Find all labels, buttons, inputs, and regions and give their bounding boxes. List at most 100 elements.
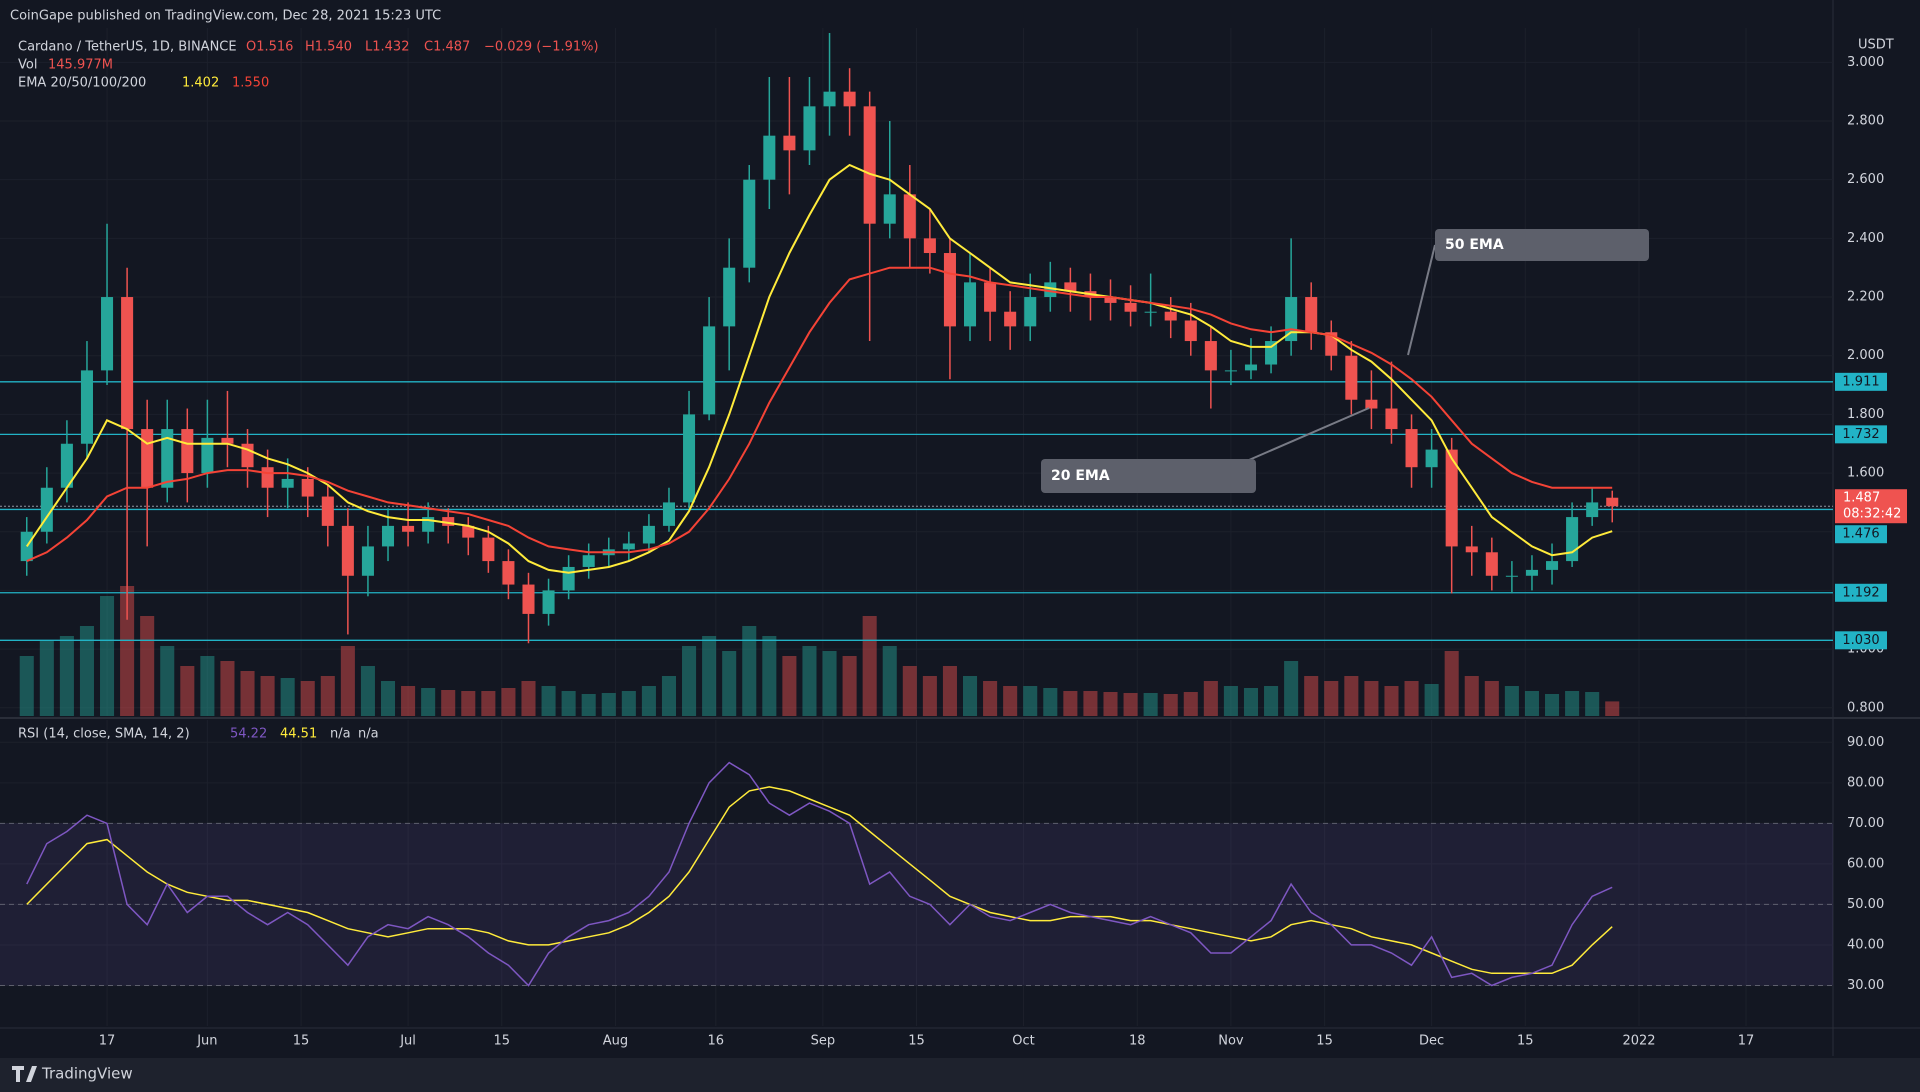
candle-body bbox=[783, 135, 796, 151]
candle-body bbox=[1405, 429, 1418, 468]
volume-bar bbox=[1083, 691, 1098, 716]
candle-body bbox=[361, 546, 374, 576]
x-tick-label: 18 bbox=[1129, 1034, 1146, 1049]
publisher: CoinGape published on TradingView.com, D… bbox=[10, 9, 441, 24]
candle-body bbox=[903, 194, 916, 239]
volume-bar bbox=[1183, 692, 1198, 716]
volume-bar bbox=[1504, 686, 1519, 716]
countdown: 08:32:42 bbox=[1843, 507, 1901, 522]
candle-body bbox=[482, 537, 495, 562]
candle-body bbox=[1546, 561, 1559, 570]
candle-body bbox=[221, 437, 234, 444]
candle-body bbox=[1505, 575, 1518, 577]
volume-bar bbox=[983, 681, 998, 716]
candle-body bbox=[622, 543, 635, 550]
logo bbox=[12, 1066, 37, 1082]
volume-bar bbox=[461, 691, 476, 716]
x-tick-label: 17 bbox=[99, 1034, 116, 1049]
ema-value: 1.550 bbox=[232, 76, 269, 91]
volume-bar bbox=[862, 616, 877, 716]
x-tick-label: 15 bbox=[1316, 1034, 1333, 1049]
candle-body bbox=[161, 429, 174, 488]
volume-bar bbox=[822, 651, 837, 716]
candle-body bbox=[1525, 569, 1538, 576]
y-tick-label: 40.00 bbox=[1847, 937, 1884, 952]
volume-bar bbox=[882, 646, 897, 716]
candle-body bbox=[381, 525, 395, 547]
low: L1.432 bbox=[365, 40, 409, 55]
level-label-box bbox=[1835, 425, 1887, 444]
ema-value: 1.402 bbox=[182, 76, 219, 91]
volume-bar bbox=[722, 651, 737, 716]
volume-bar bbox=[601, 693, 616, 716]
candle-body bbox=[1224, 370, 1237, 372]
volume-bar bbox=[1384, 686, 1399, 716]
candle-body bbox=[662, 502, 675, 526]
volume-bar bbox=[1464, 676, 1479, 716]
candle-body bbox=[763, 135, 776, 180]
volume-bar bbox=[140, 616, 155, 716]
y-tick-label: 80.00 bbox=[1847, 775, 1884, 790]
footer-text: TradingView bbox=[41, 1065, 133, 1083]
candle-body bbox=[843, 91, 856, 107]
volume-bar bbox=[240, 671, 255, 716]
candle-body bbox=[1124, 302, 1137, 312]
volume-bar bbox=[1524, 691, 1539, 716]
candle-body bbox=[121, 297, 134, 430]
candle-body bbox=[1566, 517, 1579, 562]
volume-bar bbox=[641, 686, 656, 716]
volume-bar bbox=[481, 691, 496, 716]
volume-bar bbox=[79, 626, 94, 716]
candle-body bbox=[1485, 552, 1498, 576]
candle-body bbox=[1365, 399, 1378, 409]
volume-bar bbox=[1585, 692, 1600, 716]
y-tick-label: 1.600 bbox=[1847, 466, 1884, 481]
candle-body bbox=[1244, 364, 1258, 371]
candle-body bbox=[502, 561, 515, 585]
volume-bar bbox=[421, 688, 436, 716]
volume-bar bbox=[501, 688, 516, 716]
volume-bar bbox=[39, 641, 54, 716]
y-tick-label: 3.000 bbox=[1847, 55, 1884, 70]
volume-bar bbox=[1123, 693, 1138, 716]
ema-line bbox=[26, 266, 1613, 563]
rsi-value: n/a bbox=[330, 727, 351, 742]
symbol: Cardano / TetherUS, 1D, BINANCE bbox=[18, 40, 237, 55]
annotation: 20 EMA bbox=[1051, 468, 1110, 484]
candle-body bbox=[703, 326, 716, 415]
volume-bar bbox=[1424, 684, 1439, 716]
candle-body bbox=[984, 282, 997, 312]
y-tick-label: 1.800 bbox=[1847, 407, 1884, 422]
candle-body bbox=[1164, 311, 1177, 321]
x-tick-label: Nov bbox=[1218, 1034, 1244, 1049]
volume-bar bbox=[1203, 681, 1218, 716]
volume-bar bbox=[702, 636, 717, 716]
volume-bar bbox=[942, 666, 957, 716]
candle-body bbox=[181, 429, 194, 474]
candle-body bbox=[241, 443, 254, 468]
candle-body bbox=[1004, 311, 1017, 327]
volume-bar bbox=[180, 666, 195, 716]
candle-body bbox=[281, 478, 294, 488]
rsi-band bbox=[0, 823, 1833, 986]
rsi-title: RSI (14, close, SMA, 14, 2) bbox=[18, 727, 190, 742]
volume-bar bbox=[260, 676, 275, 716]
volume-bar bbox=[742, 626, 757, 716]
volume-bar bbox=[1605, 701, 1620, 716]
volume-bar bbox=[1364, 681, 1379, 716]
level-label-box bbox=[1835, 631, 1887, 650]
candle-body bbox=[582, 555, 595, 567]
high: H1.540 bbox=[305, 40, 352, 55]
candle-body bbox=[562, 566, 575, 591]
callout-box bbox=[1041, 459, 1256, 493]
level-label: 1.030 bbox=[1842, 633, 1879, 648]
volume-bar bbox=[541, 686, 556, 716]
x-tick-label: 2022 bbox=[1622, 1034, 1655, 1049]
x-tick-label: 15 bbox=[293, 1034, 310, 1049]
volume-bar bbox=[581, 694, 596, 716]
rsi-sma-line bbox=[26, 786, 1613, 975]
candle-body bbox=[723, 267, 736, 327]
volume-bar bbox=[360, 666, 375, 716]
